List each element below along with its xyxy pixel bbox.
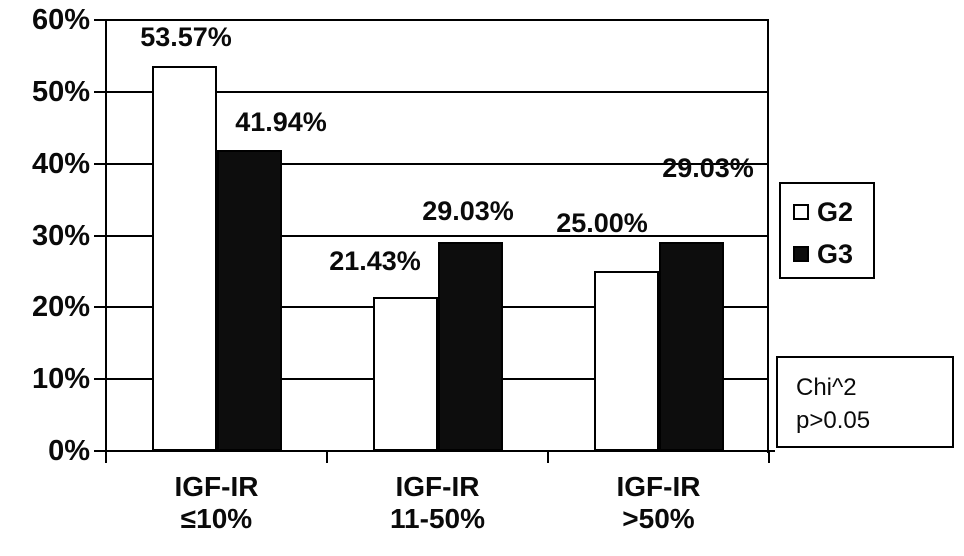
plot-right-border [767, 20, 769, 453]
data-label-g3-cat3: 29.03% [662, 153, 754, 183]
x-category-line1: IGF-IR [616, 471, 701, 502]
annotation-line-chi: Chi^2 [796, 374, 857, 401]
bar-g2-cat3 [594, 271, 659, 451]
y-tick-label-20: 20% [31, 291, 90, 324]
x-category-line1: IGF-IR [395, 471, 480, 502]
bar-g3-cat1 [217, 149, 282, 451]
y-tick-30 [94, 234, 108, 237]
y-tick-20 [94, 306, 108, 309]
data-label-g2-cat1: 53.57% [140, 22, 232, 52]
legend-label-g2: G2 [817, 196, 854, 227]
legend-item-g2: G2 [793, 195, 873, 229]
y-tick-label-40: 40% [31, 147, 90, 180]
gridline-40 [106, 162, 769, 165]
data-label-g3-cat1: 41.94% [235, 107, 327, 137]
y-tick-0 [94, 450, 108, 452]
annotation-line-p: p>0.05 [796, 407, 871, 434]
x-axis-line [94, 450, 775, 452]
gridline-30 [106, 234, 769, 237]
gridline-60 [106, 19, 769, 21]
data-label-g2-cat2: 21.43% [329, 246, 421, 276]
x-tick-1 [326, 451, 328, 463]
annotation-box: Chi^2 p>0.05 [776, 356, 954, 448]
legend: G2 G3 [779, 182, 875, 279]
x-category-line2: 11-50% [390, 503, 485, 534]
y-tick-10 [94, 378, 108, 381]
x-category-line2: ≤10% [180, 503, 253, 534]
legend-label-g3: G3 [817, 238, 854, 269]
data-label-g3-cat2: 29.03% [422, 196, 514, 226]
gridline-50 [106, 90, 769, 93]
x-category-line2: >50% [622, 503, 695, 534]
x-category-label-3: IGF-IR >50% [617, 471, 701, 535]
bar-g3-cat2 [438, 242, 503, 451]
y-tick-40 [94, 162, 108, 165]
x-category-label-1: IGF-IR ≤10% [175, 471, 259, 535]
y-tick-60 [94, 19, 108, 21]
x-tick-2 [547, 451, 549, 463]
x-tick-3 [768, 451, 770, 463]
x-tick-0 [105, 451, 107, 463]
legend-item-g3: G3 [793, 237, 873, 271]
y-tick-label-50: 50% [31, 75, 90, 108]
y-axis-line [105, 20, 107, 453]
y-tick-50 [94, 90, 108, 93]
bar-g2-cat2 [373, 297, 438, 451]
g2-white-swatch-icon [793, 204, 809, 220]
g3-black-swatch-icon [793, 246, 809, 262]
y-tick-label-10: 10% [31, 363, 90, 396]
bar-g3-cat3 [659, 242, 724, 451]
data-label-g2-cat3: 25.00% [556, 208, 648, 238]
bar-g2-cat1 [152, 66, 217, 451]
x-category-label-2: IGF-IR 11-50% [390, 471, 485, 535]
y-tick-label-60: 60% [31, 4, 90, 36]
y-tick-label-0: 0% [48, 435, 90, 467]
y-tick-label-30: 30% [31, 219, 90, 252]
x-category-line1: IGF-IR [174, 471, 259, 502]
